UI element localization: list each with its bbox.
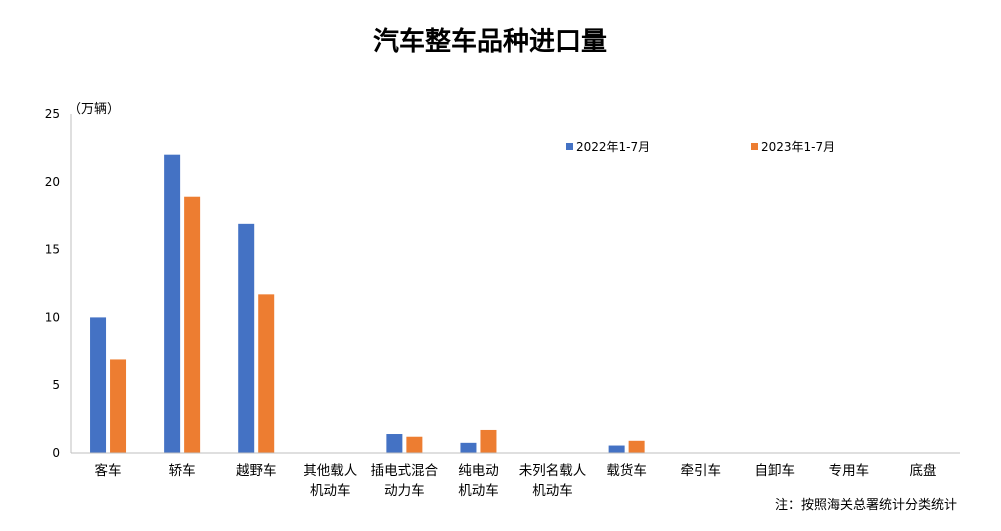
x-tick-label: 动力车 [384, 482, 425, 499]
y-tick-label: 5 [52, 378, 60, 392]
x-tick-label: 载货车 [606, 462, 647, 479]
x-tick-label: 客车 [95, 462, 122, 479]
y-tick-label: 25 [45, 107, 60, 121]
x-tick-label: 机动车 [532, 482, 573, 499]
bar-series2 [110, 359, 127, 453]
axes [70, 114, 960, 454]
y-tick-label: 0 [52, 446, 60, 460]
legend: 2022年1-7月 2023年1-7月 [566, 140, 835, 154]
chart-title: 汽车整车品种进口量 [373, 26, 607, 57]
x-tick-label: 未列名载人 [519, 463, 587, 479]
bar-series2 [628, 440, 645, 453]
bars [90, 154, 645, 453]
chart-note: 注：按照海关总署统计分类统计 [775, 498, 957, 513]
bar-series1 [460, 442, 477, 453]
x-tick-label: 牵引车 [680, 462, 721, 479]
bar-series1 [238, 223, 255, 453]
x-tick-label: 底盘 [909, 462, 936, 479]
legend-swatch [566, 143, 573, 150]
y-tick-label: 10 [45, 310, 60, 324]
x-tick-label: 轿车 [169, 462, 196, 479]
y-tick-label: 15 [45, 243, 60, 257]
bar-series1 [608, 445, 625, 453]
x-tick-label: 其他载人 [303, 463, 357, 479]
bar-series2 [258, 294, 275, 453]
x-tick-label: 机动车 [310, 482, 351, 499]
legend-label: 2023年1-7月 [761, 140, 835, 154]
x-tick-label: 自卸车 [755, 462, 796, 479]
bar-series2 [406, 436, 423, 453]
y-axis-unit-label: （万辆） [68, 102, 120, 117]
x-tick-label: 专用车 [829, 462, 870, 479]
bar-series1 [90, 317, 107, 453]
x-tick-label: 插电式混合 [371, 463, 439, 479]
bar-series1 [164, 154, 181, 453]
x-tick-label: 纯电动 [458, 463, 499, 479]
x-tick-label: 机动车 [458, 482, 499, 499]
bar-series2 [184, 196, 201, 453]
y-axis-ticks: 0 5 10 15 20 25 [45, 107, 60, 460]
legend-label: 2022年1-7月 [576, 140, 650, 154]
bar-series2 [480, 429, 497, 453]
y-tick-label: 20 [45, 175, 60, 189]
x-tick-label: 越野车 [236, 462, 277, 479]
legend-swatch [751, 143, 758, 150]
bar-series1 [386, 434, 403, 453]
